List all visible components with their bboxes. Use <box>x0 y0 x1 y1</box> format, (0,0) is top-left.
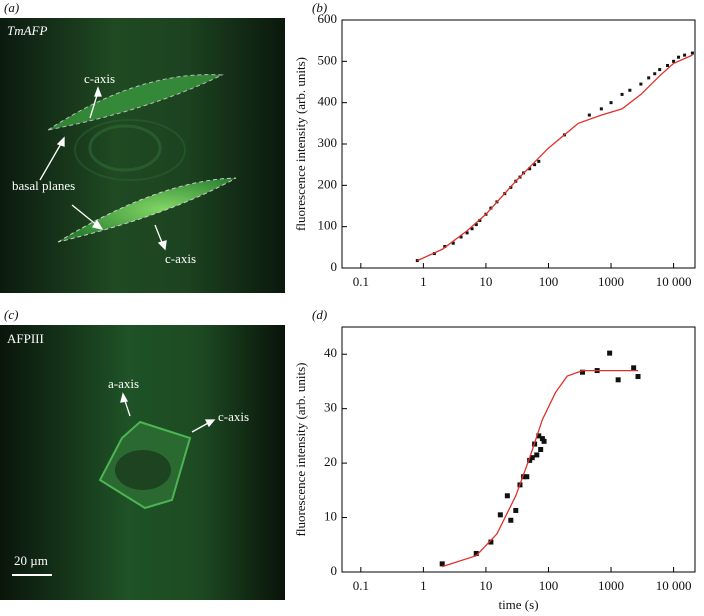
annotation: a-axis <box>108 376 139 391</box>
y-tick-label: 40 <box>324 345 337 360</box>
y-tick-label: 10 <box>324 509 337 524</box>
data-point <box>607 350 613 356</box>
data-point <box>528 167 532 171</box>
data-point <box>465 231 469 235</box>
plot-frame <box>341 326 696 573</box>
crystal-core <box>115 450 171 490</box>
data-point <box>631 365 637 371</box>
data-point <box>653 72 657 76</box>
x-tick-label: 10 <box>479 578 492 593</box>
data-point <box>599 107 603 111</box>
data-point <box>443 245 447 249</box>
fit-line <box>442 369 638 568</box>
data-point <box>647 76 651 80</box>
y-axis-label: fluorescence intensity (arb. units) <box>293 57 308 231</box>
data-point <box>524 474 530 480</box>
x-tick-label: 0.1 <box>353 274 369 289</box>
data-point <box>580 369 586 375</box>
micrograph-c: AFPIII a-axis c-axis 20 µm <box>0 325 285 600</box>
image-background <box>0 18 285 293</box>
crystal <box>47 74 224 131</box>
data-point <box>541 438 547 444</box>
data-point <box>504 493 510 499</box>
y-tick-label: 20 <box>324 454 337 469</box>
data-point <box>658 68 662 72</box>
panel-label: (b) <box>312 0 327 15</box>
x-tick-label: 10 <box>479 274 492 289</box>
panel-label: (c) <box>4 307 18 322</box>
data-point <box>470 227 474 231</box>
data-point <box>635 374 641 380</box>
data-point <box>615 377 621 383</box>
data-point <box>620 92 624 96</box>
annotation: c-axis <box>84 71 115 86</box>
swirl <box>88 124 162 172</box>
x-tick-label: 1000 <box>598 578 624 593</box>
data-point <box>628 88 632 92</box>
panel-label: (d) <box>312 307 327 322</box>
arrows <box>120 392 216 433</box>
x-tick-label: 1000 <box>598 274 624 289</box>
data-point <box>527 457 533 463</box>
data-point <box>521 474 527 480</box>
data-point <box>508 517 514 523</box>
y-tick-label: 500 <box>318 52 338 67</box>
data-point <box>439 561 445 567</box>
data-point <box>587 113 591 117</box>
data-point <box>666 63 670 67</box>
plot-frame <box>341 19 696 269</box>
y-tick-label: 0 <box>331 259 338 274</box>
x-tick-label: 1 <box>420 578 427 593</box>
data-point <box>473 550 479 556</box>
scale-bar-label: 20 µm <box>14 553 48 568</box>
data-point <box>609 101 613 105</box>
x-tick-label: 10 000 <box>656 274 692 289</box>
x-tick-label: 100 <box>539 274 559 289</box>
annotation: basal planes <box>12 178 75 193</box>
y-axis-label: fluorescence intensity (arb. units) <box>293 363 308 537</box>
data-point <box>529 455 535 461</box>
y-tick-label: 600 <box>318 11 338 26</box>
crystal <box>57 177 237 243</box>
data-point <box>539 436 545 442</box>
y-tick-label: 200 <box>318 176 338 191</box>
data-point <box>534 452 540 458</box>
data-point <box>683 53 687 57</box>
x-axis-label: time (s) <box>498 597 538 612</box>
data-point <box>488 539 494 545</box>
y-tick-label: 300 <box>318 135 338 150</box>
data-point <box>672 59 676 63</box>
annotation: c-axis <box>165 251 196 266</box>
data-point <box>639 82 643 86</box>
data-point <box>513 507 519 513</box>
data-point <box>478 218 482 222</box>
data-point <box>536 433 542 439</box>
y-tick-label: 100 <box>318 218 338 233</box>
x-tick-label: 10 000 <box>656 578 692 593</box>
data-point <box>690 51 694 55</box>
x-tick-label: 1 <box>420 274 427 289</box>
data-point <box>459 235 463 239</box>
image-title: AFPIII <box>7 331 44 346</box>
data-point <box>533 163 537 167</box>
data-point <box>474 223 478 227</box>
y-tick-label: 0 <box>331 563 338 578</box>
y-tick-label: 30 <box>324 400 337 415</box>
data-point <box>537 159 541 163</box>
data-point <box>451 241 455 245</box>
micrograph-a: TmAFP c-axis basal planes c-axis <box>0 18 285 293</box>
data-point <box>677 55 681 59</box>
data-point <box>538 447 544 452</box>
arrows <box>39 86 167 251</box>
fit-line <box>417 54 693 262</box>
x-tick-label: 100 <box>539 578 559 593</box>
panel-label: (a) <box>4 0 19 15</box>
swirl <box>74 119 186 181</box>
x-tick-label: 0.1 <box>353 578 369 593</box>
image-title: TmAFP <box>7 23 48 38</box>
annotation: c-axis <box>218 409 249 424</box>
data-point <box>497 512 503 518</box>
y-tick-label: 400 <box>318 94 338 109</box>
